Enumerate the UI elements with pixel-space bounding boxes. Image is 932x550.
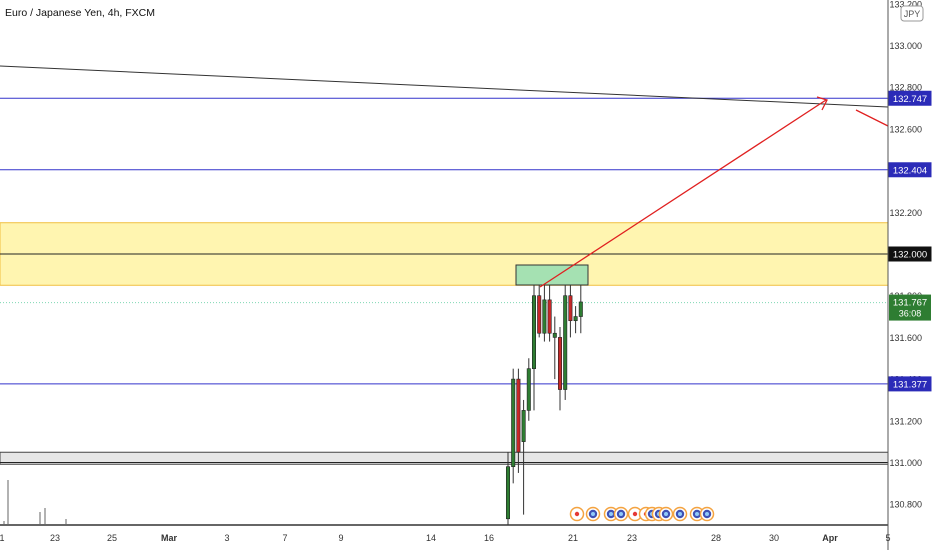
time-tick-label: 21: [568, 533, 578, 543]
price-tag-2: [888, 246, 932, 262]
price-tick-label: 132.800: [889, 83, 922, 93]
event-marker-center: [678, 512, 682, 516]
candle-body: [537, 295, 542, 334]
currency-badge: [900, 5, 924, 22]
candle-body: [542, 299, 547, 334]
candle-7: [542, 285, 547, 342]
currency-badge-label: JPY: [904, 9, 921, 19]
candle-body: [568, 295, 573, 322]
time-tick-label: 3: [224, 533, 229, 543]
candle-4: [526, 358, 531, 421]
highlight-box: [515, 264, 589, 286]
price-tag-label: 132.404: [893, 165, 927, 176]
event-markers[interactable]: [569, 506, 715, 522]
price-tag-1: [888, 162, 932, 178]
event-marker-center: [609, 512, 613, 516]
price-tick-label: 132.600: [889, 124, 922, 134]
candle-3: [521, 399, 526, 515]
time-tick-label: Apr: [822, 533, 838, 543]
event-marker-center: [591, 512, 595, 516]
event-marker-icon[interactable]: [569, 506, 585, 522]
candle-6: [537, 285, 542, 338]
candle-body: [505, 466, 510, 520]
candle-body: [552, 332, 557, 338]
candle-1: [511, 368, 516, 484]
candle-body: [511, 378, 516, 467]
event-marker-icon[interactable]: [699, 506, 715, 522]
candle-11: [563, 285, 568, 400]
candle-2: [516, 368, 521, 473]
event-marker-center: [619, 512, 623, 516]
candle-14: [578, 285, 583, 334]
candle-8: [547, 285, 552, 342]
time-tick-label: 30: [769, 533, 779, 543]
horizontal-levels: [0, 97, 888, 463]
countdown-label: 36:08: [899, 309, 922, 319]
price-tag-label: 131.377: [893, 379, 927, 390]
current-price-label: 131.767: [893, 298, 927, 309]
event-marker-icon[interactable]: [627, 506, 643, 522]
event-marker-center: [695, 512, 699, 516]
projection-arrow: [539, 96, 889, 288]
candle-body: [531, 295, 536, 369]
price-tag-0: [888, 90, 932, 106]
price-tag-label: 132.000: [893, 250, 927, 261]
price-tick-label: 131.200: [889, 416, 922, 426]
time-tick-label: 1: [0, 533, 5, 543]
event-marker-icon[interactable]: [585, 506, 601, 522]
event-marker-dot: [574, 511, 580, 517]
event-marker-icon[interactable]: [658, 506, 674, 522]
price-tick-label: 130.800: [889, 500, 922, 510]
time-tick-label: 14: [426, 533, 436, 543]
price-tick-label: 133.200: [889, 0, 922, 9]
candle-0: [505, 452, 510, 526]
price-tick-label: 131.000: [889, 458, 922, 468]
price-tag-3: [888, 376, 932, 392]
candle-body: [578, 301, 583, 317]
price-tick-label: 131.600: [889, 333, 922, 343]
candle-13: [573, 306, 578, 334]
chart-title: Euro / Japanese Yen, 4h, FXCM: [5, 7, 155, 19]
time-tick-label: 16: [484, 533, 494, 543]
candle-body: [521, 410, 526, 442]
trendline: [0, 65, 889, 108]
price-tick-label: 133.000: [889, 41, 922, 51]
time-tick-label: 23: [50, 533, 60, 543]
candle-body: [547, 299, 552, 334]
candle-5: [531, 285, 536, 411]
time-tick-label: 5: [885, 533, 890, 543]
price-tag-label: 132.747: [893, 94, 927, 105]
candle-body: [526, 368, 531, 411]
time-tick-label: Mar: [161, 533, 178, 543]
volume-bars: [3, 480, 67, 524]
candle-10: [557, 326, 562, 411]
time-tick-label: 9: [338, 533, 343, 543]
time-tick-label: 23: [627, 533, 637, 543]
candle-body: [516, 378, 521, 453]
time-tick-label: 25: [107, 533, 117, 543]
event-marker-icon[interactable]: [613, 506, 629, 522]
candle-body: [557, 337, 562, 390]
event-marker-center: [664, 512, 668, 516]
candle-12: [568, 285, 573, 338]
candle-body: [563, 295, 568, 390]
candle-body: [573, 316, 578, 322]
current-price-tag: [889, 294, 931, 321]
event-marker-icon[interactable]: [672, 506, 688, 522]
event-marker-center: [705, 512, 709, 516]
candle-9: [552, 316, 557, 380]
candlestick-series: [505, 285, 583, 526]
time-axis-ticks: 1 23 25 Mar 3 7 9 14 16 21 23 28 30 Apr 5: [0, 533, 891, 543]
event-marker-icon[interactable]: [603, 506, 619, 522]
time-tick-label: 7: [282, 533, 287, 543]
event-marker-dot: [632, 511, 638, 517]
price-tick-label: 132.200: [889, 208, 922, 218]
time-tick-label: 28: [711, 533, 721, 543]
event-marker-icon[interactable]: [689, 506, 705, 522]
